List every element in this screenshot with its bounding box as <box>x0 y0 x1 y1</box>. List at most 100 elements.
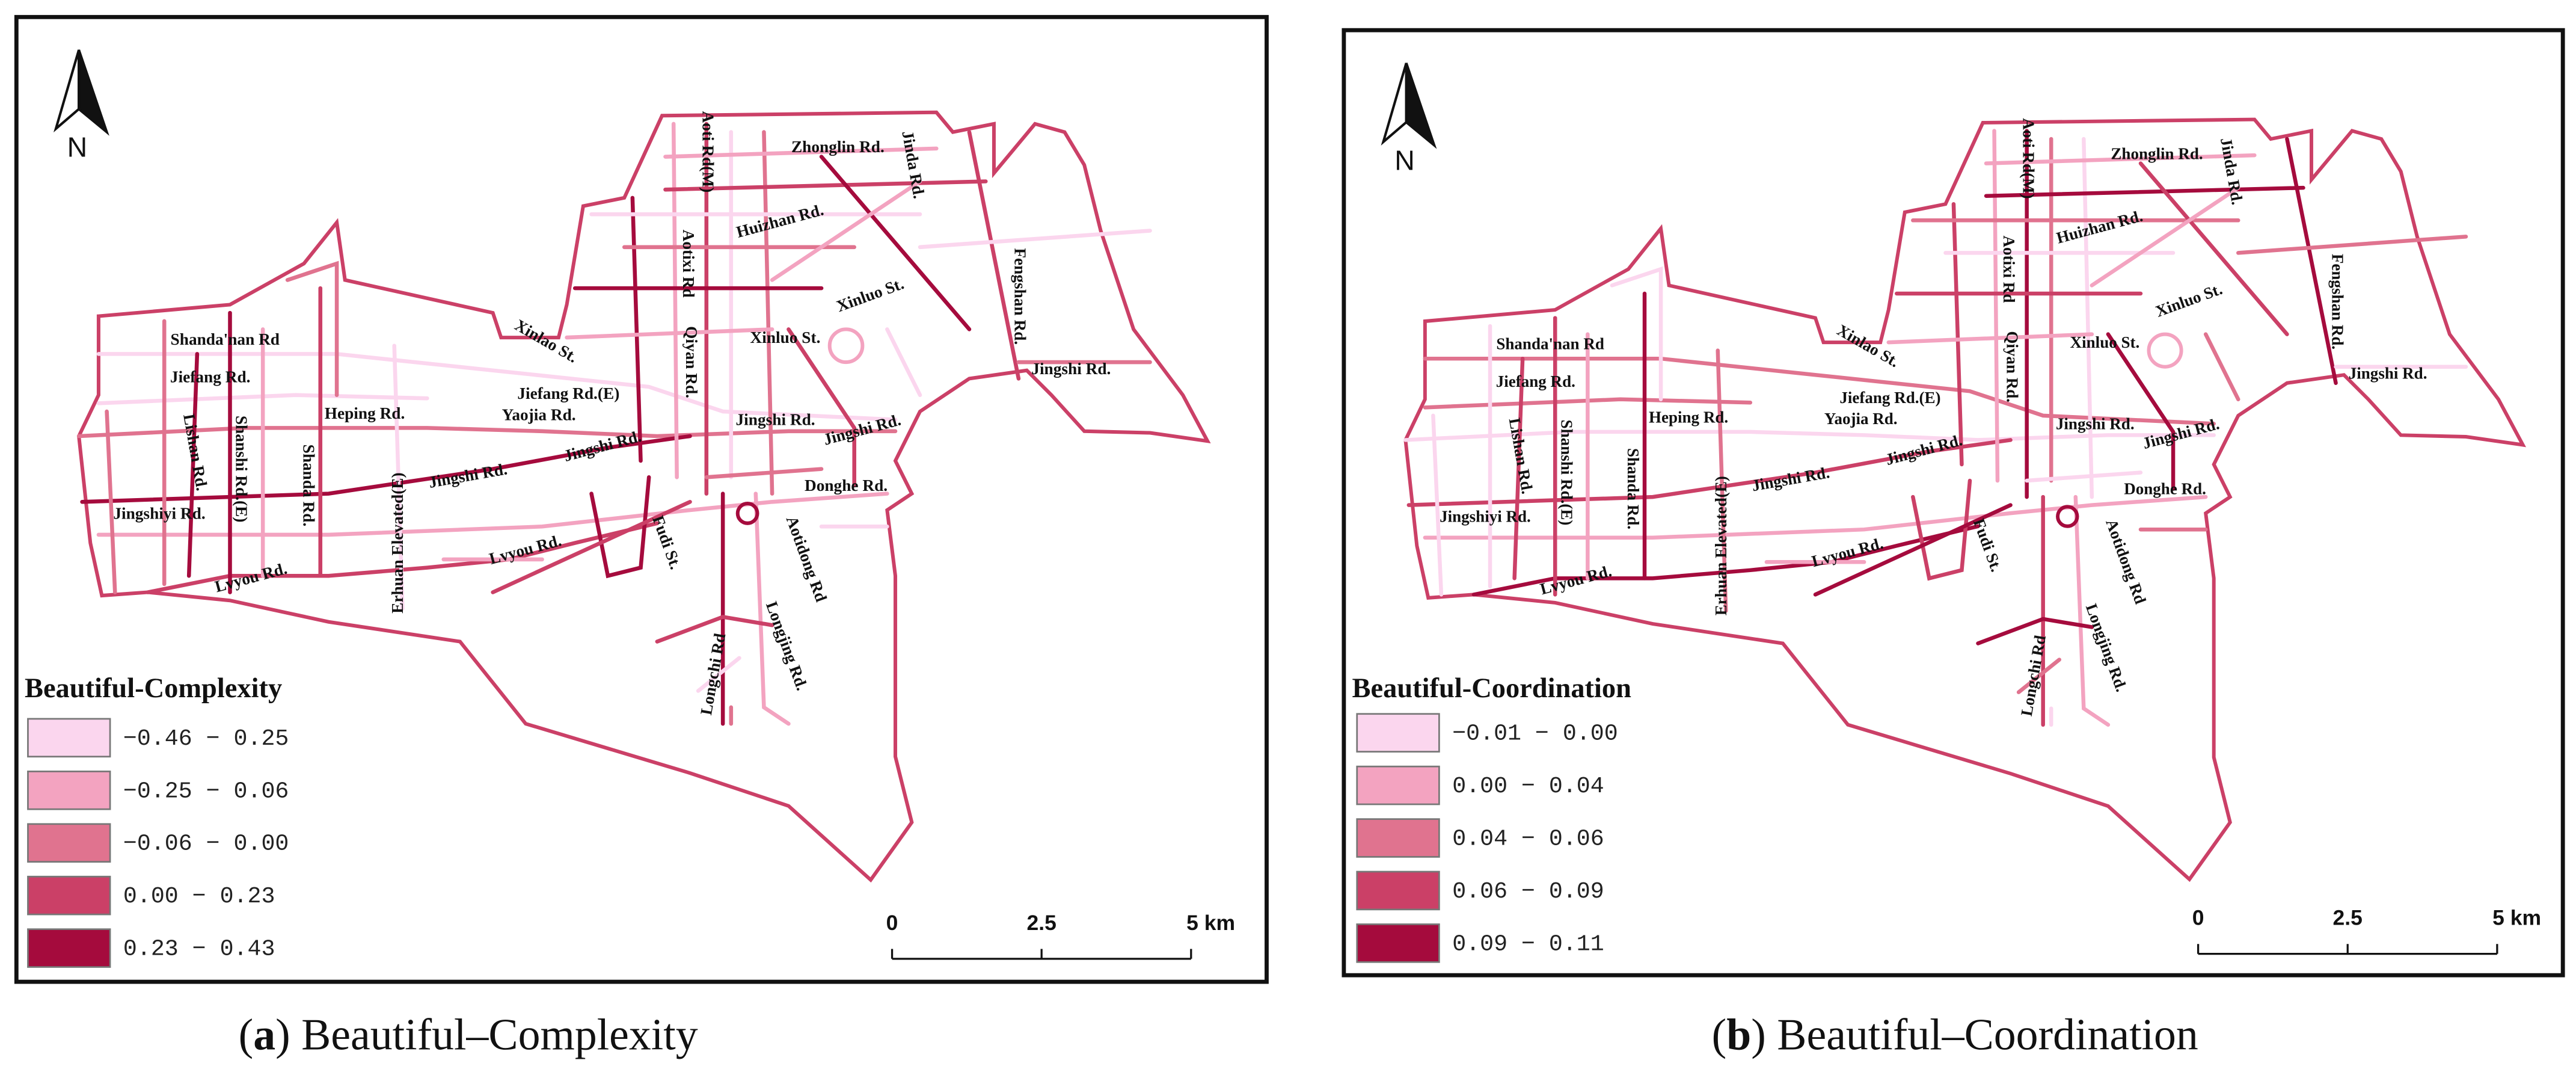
road-segment <box>1984 153 2257 165</box>
road-label: Qiyan Rd. <box>682 326 701 398</box>
scale-label: 0 <box>886 911 898 935</box>
road-segment <box>1813 503 2013 597</box>
road-segment <box>630 196 643 463</box>
road-label: Shanda Rd. <box>1624 448 1642 529</box>
legend-label: 0.23 − 0.43 <box>123 937 275 962</box>
legend-swatch <box>27 875 111 916</box>
road-label: Jingshi Rd. <box>2349 364 2427 382</box>
road-segment <box>2025 470 2143 483</box>
road-label: Jiefang Rd.(E) <box>517 384 619 402</box>
road-label: Xinluo St. <box>750 328 821 346</box>
panel: Zhonglin Rd.Aoti Rd(M) Jinda Rd.Aotixi Rd… <box>14 14 1269 984</box>
road-segment <box>1512 356 1525 581</box>
road-label: Erhuan Elevated(E) <box>1712 476 1730 615</box>
legend-label: −0.25 − 0.06 <box>123 778 289 804</box>
legend-label: −0.01 − 0.00 <box>1452 721 1618 747</box>
road-segment <box>96 491 889 537</box>
road-label: Jingshi Rd. <box>2056 414 2135 433</box>
road-label: Donghe Rd. <box>805 476 888 494</box>
legend-swatch <box>1356 713 1440 753</box>
road-segment <box>1423 356 2216 426</box>
roundabout <box>735 502 759 525</box>
road-label: Yaojia Rd. <box>1824 410 1898 428</box>
road-label: Jingshi Rd. <box>736 411 815 429</box>
legend-swatch <box>27 771 111 810</box>
road-segment <box>1431 413 1444 597</box>
north-label: N <box>1394 144 1415 176</box>
road-label: Aotixi Rd <box>2000 235 2018 303</box>
road-label: Shanda'nan Rd <box>1496 335 1604 353</box>
road-segment <box>2082 137 2094 499</box>
caption-part: ( <box>239 1010 254 1059</box>
road-segment <box>1992 129 2000 483</box>
road-segment <box>1610 266 1663 402</box>
study-area-boundary <box>1403 117 2527 882</box>
legend-swatch <box>27 823 111 863</box>
panel: Zhonglin Rd.Aoti Rd(M) Jinda Rd.Aotixi Rd… <box>1342 28 2565 978</box>
roundabout <box>2147 332 2183 369</box>
road-segment <box>696 656 741 693</box>
road-label: Jiefang Rd. <box>170 368 251 386</box>
legend-label: −0.46 − 0.25 <box>123 726 289 752</box>
road-label: Zhonglin Rd. <box>2111 144 2203 162</box>
road-segment <box>80 434 692 504</box>
road-segment <box>819 155 972 331</box>
road-label: Jiefang Rd.(E) <box>1839 389 1940 407</box>
scale-label: 2.5 <box>1026 911 1056 935</box>
caption-part: ) Beautiful–Coordination <box>1751 1010 2198 1059</box>
legend-label: 0.09 − 0.11 <box>1452 931 1604 957</box>
road-label: Donghe Rd. <box>2124 479 2206 497</box>
road-segment <box>186 352 200 578</box>
road-label: Jingshiyi Rd. <box>113 504 205 522</box>
legend-label: 0.04 − 0.06 <box>1452 826 1604 852</box>
road-segment <box>1976 617 2094 645</box>
road-segment <box>770 179 922 282</box>
north-arrow <box>78 49 109 136</box>
legend-title: Beautiful-Coordination <box>1352 673 1632 704</box>
scale-label: 2.5 <box>2333 906 2363 930</box>
road-segment <box>285 260 339 397</box>
road-segment <box>2285 137 2338 386</box>
caption-part: b <box>1726 1010 1751 1059</box>
road-label: Aotixi Rd <box>679 230 698 298</box>
road-segment <box>663 146 939 159</box>
road-segment <box>1886 332 2094 345</box>
road-segment <box>1406 438 2013 507</box>
road-segment <box>105 409 117 594</box>
road-segment <box>1984 185 2305 198</box>
road-segment <box>2203 332 2240 402</box>
road-segment <box>663 179 988 192</box>
road-segment <box>671 122 679 479</box>
road-label: Aoti Rd(M) <box>699 111 717 192</box>
road-label: Shanshi Rd.(E) <box>1557 420 1575 526</box>
scale-label: 0 <box>2192 906 2204 930</box>
legend-label: 0.00 − 0.04 <box>1452 774 1604 799</box>
road-label: Shanda Rd. <box>300 445 318 527</box>
road-segment <box>2106 332 2176 491</box>
road-segment <box>762 130 774 496</box>
caption-part: ( <box>1712 1010 1727 1059</box>
road-label: Shanshi Rd.(E) <box>233 416 251 523</box>
north-label: N <box>67 132 88 163</box>
scale-label: 5 km <box>2492 906 2541 930</box>
caption-part: a <box>253 1010 275 1059</box>
road-segment <box>1423 494 2208 540</box>
road-segment <box>704 467 824 479</box>
road-label: Jingshi Rd. <box>1031 360 1111 378</box>
legend-label: 0.06 − 0.09 <box>1452 879 1604 905</box>
road-segment <box>1403 430 2216 442</box>
legend-swatch <box>1356 923 1440 963</box>
road-segment <box>787 327 856 488</box>
road-label: Heping Rd. <box>1649 408 1728 426</box>
road-segment <box>918 229 1152 250</box>
caption-part: ) Beautiful–Complexity <box>275 1010 698 1059</box>
road-segment <box>491 500 692 594</box>
road-segment <box>565 327 774 340</box>
road-label: Qiyan Rd. <box>2003 331 2021 402</box>
road-segment <box>967 130 1021 381</box>
study-area-boundary <box>77 110 1211 883</box>
road-label: Aoti Rd(M) <box>2019 118 2037 199</box>
road-label: Erhuan Elevated(E) <box>388 472 406 613</box>
road-segment <box>2138 161 2289 336</box>
